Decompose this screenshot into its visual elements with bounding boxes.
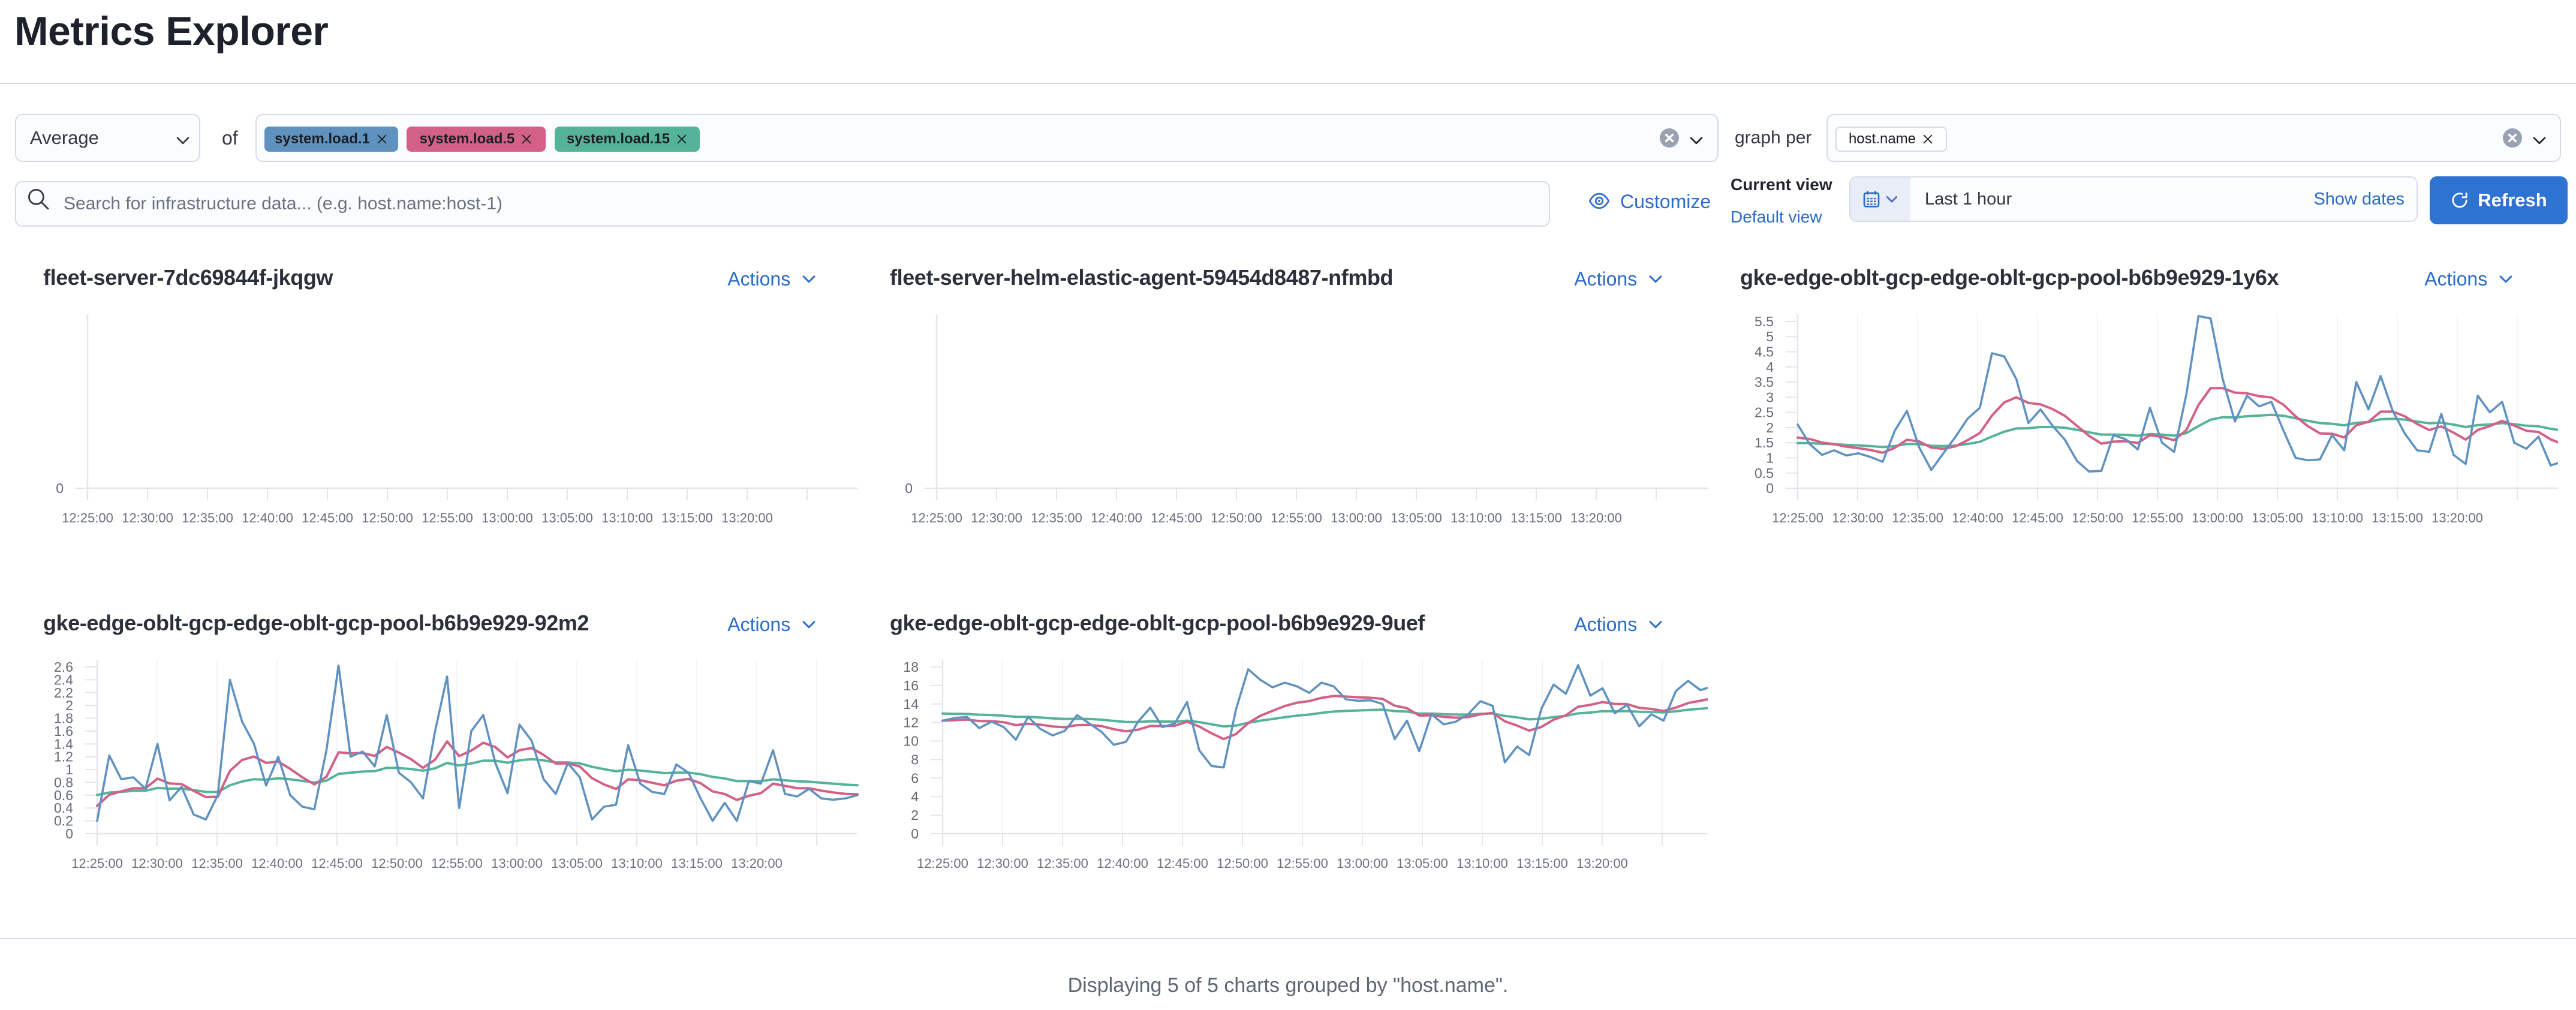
svg-text:12:25:00: 12:25:00 — [71, 856, 123, 871]
svg-text:2: 2 — [65, 698, 73, 713]
svg-text:12:25:00: 12:25:00 — [62, 510, 113, 525]
svg-text:12:30:00: 12:30:00 — [1832, 510, 1883, 525]
svg-text:13:20:00: 13:20:00 — [1576, 856, 1628, 871]
svg-text:12: 12 — [903, 715, 919, 731]
svg-text:13:00:00: 13:00:00 — [2192, 510, 2243, 525]
svg-text:12:45:00: 12:45:00 — [1157, 856, 1208, 871]
svg-text:13:05:00: 13:05:00 — [1397, 856, 1448, 871]
svg-text:13:00:00: 13:00:00 — [482, 510, 533, 525]
svg-text:13:20:00: 13:20:00 — [731, 856, 783, 871]
svg-text:13:05:00: 13:05:00 — [541, 510, 593, 525]
svg-text:12:35:00: 12:35:00 — [1892, 510, 1943, 525]
svg-text:12:40:00: 12:40:00 — [251, 856, 303, 871]
svg-text:1.4: 1.4 — [54, 736, 73, 752]
svg-text:12:45:00: 12:45:00 — [2012, 510, 2063, 525]
svg-text:12:55:00: 12:55:00 — [1277, 856, 1328, 871]
svg-text:12:40:00: 12:40:00 — [1097, 856, 1148, 871]
svg-text:12:35:00: 12:35:00 — [1037, 856, 1088, 871]
svg-text:18: 18 — [903, 659, 919, 675]
svg-text:4.5: 4.5 — [1755, 344, 1774, 360]
svg-text:0.5: 0.5 — [1755, 465, 1774, 481]
svg-text:4: 4 — [911, 789, 919, 804]
svg-text:0: 0 — [1766, 480, 1774, 496]
svg-text:10: 10 — [903, 734, 919, 749]
svg-text:12:30:00: 12:30:00 — [131, 856, 183, 871]
svg-text:12:50:00: 12:50:00 — [1211, 510, 1262, 525]
svg-text:12:35:00: 12:35:00 — [1031, 510, 1082, 525]
svg-text:12:45:00: 12:45:00 — [1151, 510, 1202, 525]
svg-text:13:00:00: 13:00:00 — [491, 856, 543, 871]
svg-text:13:10:00: 13:10:00 — [1456, 856, 1508, 871]
svg-text:8: 8 — [911, 752, 919, 767]
svg-text:5.5: 5.5 — [1755, 314, 1774, 329]
svg-text:13:10:00: 13:10:00 — [2312, 510, 2363, 525]
svg-text:1.8: 1.8 — [54, 711, 73, 726]
svg-text:2.6: 2.6 — [54, 659, 73, 675]
svg-text:1: 1 — [1766, 450, 1774, 465]
svg-text:12:30:00: 12:30:00 — [122, 510, 173, 525]
svg-text:13:10:00: 13:10:00 — [601, 510, 653, 525]
svg-text:0.8: 0.8 — [54, 774, 73, 790]
svg-text:0.4: 0.4 — [54, 800, 73, 816]
svg-text:1.5: 1.5 — [1755, 435, 1774, 450]
svg-text:12:30:00: 12:30:00 — [971, 510, 1022, 525]
svg-text:12:55:00: 12:55:00 — [422, 510, 473, 525]
svg-text:12:40:00: 12:40:00 — [242, 510, 293, 525]
svg-text:13:10:00: 13:10:00 — [611, 856, 663, 871]
svg-text:12:45:00: 12:45:00 — [302, 510, 353, 525]
svg-text:0: 0 — [905, 480, 913, 496]
svg-text:12:50:00: 12:50:00 — [2072, 510, 2123, 525]
svg-text:13:05:00: 13:05:00 — [551, 856, 603, 871]
svg-text:13:20:00: 13:20:00 — [2431, 510, 2483, 525]
svg-text:5: 5 — [1766, 329, 1774, 344]
svg-text:13:20:00: 13:20:00 — [721, 510, 773, 525]
svg-text:12:25:00: 12:25:00 — [1772, 510, 1823, 525]
svg-text:12:40:00: 12:40:00 — [1952, 510, 2003, 525]
svg-text:12:55:00: 12:55:00 — [2132, 510, 2183, 525]
svg-text:12:50:00: 12:50:00 — [362, 510, 413, 525]
svg-text:13:10:00: 13:10:00 — [1450, 510, 1502, 525]
svg-text:2: 2 — [911, 807, 919, 823]
svg-text:12:40:00: 12:40:00 — [1091, 510, 1142, 525]
svg-text:13:15:00: 13:15:00 — [1516, 856, 1568, 871]
svg-text:12:25:00: 12:25:00 — [911, 510, 962, 525]
svg-text:12:35:00: 12:35:00 — [191, 856, 243, 871]
svg-text:13:15:00: 13:15:00 — [671, 856, 723, 871]
svg-text:2.2: 2.2 — [54, 685, 73, 701]
svg-text:12:50:00: 12:50:00 — [1217, 856, 1268, 871]
svg-text:0: 0 — [56, 480, 64, 496]
svg-text:0.6: 0.6 — [54, 787, 73, 803]
svg-text:12:50:00: 12:50:00 — [371, 856, 423, 871]
svg-text:13:05:00: 13:05:00 — [2252, 510, 2303, 525]
svg-text:12:25:00: 12:25:00 — [917, 856, 968, 871]
svg-text:16: 16 — [903, 678, 919, 693]
svg-text:1: 1 — [65, 762, 73, 777]
svg-text:13:00:00: 13:00:00 — [1331, 510, 1382, 525]
svg-text:0.2: 0.2 — [54, 813, 73, 829]
svg-text:1.6: 1.6 — [54, 723, 73, 739]
svg-text:2.4: 2.4 — [54, 672, 73, 687]
svg-text:13:05:00: 13:05:00 — [1391, 510, 1442, 525]
svg-text:12:30:00: 12:30:00 — [977, 856, 1028, 871]
svg-text:2.5: 2.5 — [1755, 405, 1774, 420]
svg-text:1.2: 1.2 — [54, 749, 73, 765]
svg-text:0: 0 — [911, 826, 919, 841]
svg-text:13:15:00: 13:15:00 — [1510, 510, 1562, 525]
svg-text:14: 14 — [903, 696, 919, 712]
svg-text:12:35:00: 12:35:00 — [182, 510, 233, 525]
svg-text:0: 0 — [65, 826, 73, 841]
svg-text:13:20:00: 13:20:00 — [1570, 510, 1622, 525]
svg-text:13:15:00: 13:15:00 — [2372, 510, 2423, 525]
svg-text:6: 6 — [911, 770, 919, 786]
svg-text:12:55:00: 12:55:00 — [1271, 510, 1322, 525]
svg-text:12:45:00: 12:45:00 — [311, 856, 363, 871]
svg-text:4: 4 — [1766, 359, 1774, 375]
svg-text:3.5: 3.5 — [1755, 374, 1774, 390]
svg-text:13:00:00: 13:00:00 — [1337, 856, 1388, 871]
svg-text:3: 3 — [1766, 389, 1774, 405]
svg-text:13:15:00: 13:15:00 — [661, 510, 713, 525]
svg-text:12:55:00: 12:55:00 — [431, 856, 483, 871]
svg-text:2: 2 — [1766, 420, 1774, 435]
